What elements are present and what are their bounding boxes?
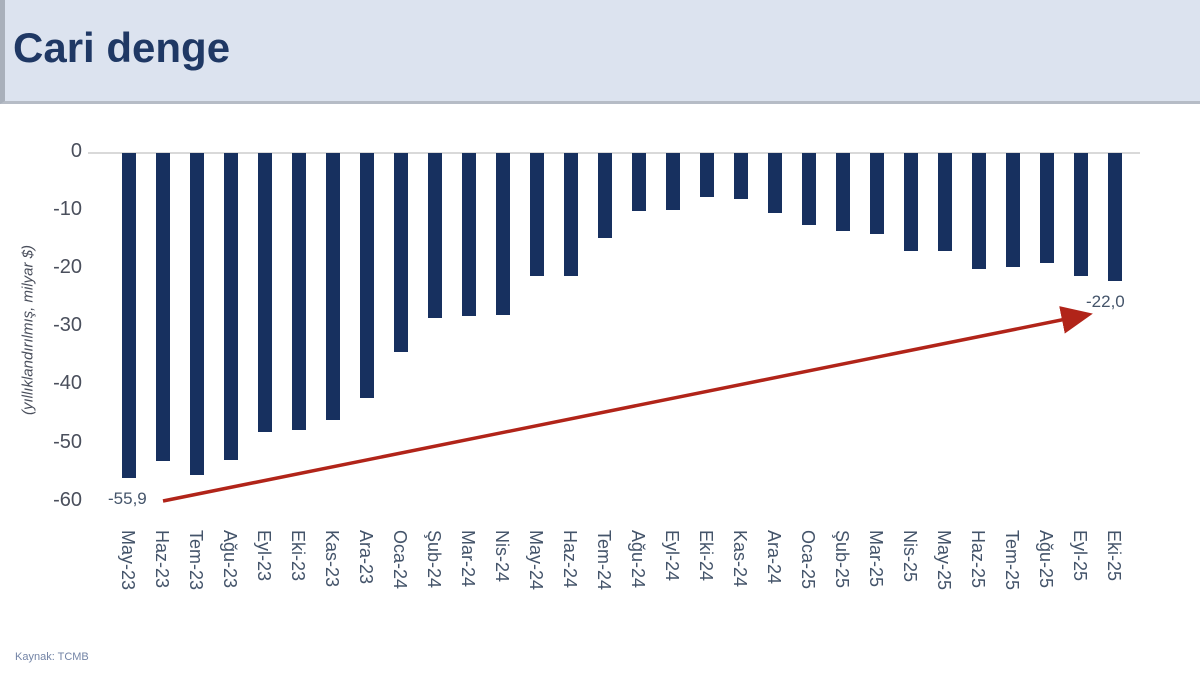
bar-May-25 bbox=[938, 153, 952, 251]
bar-Ağu-23 bbox=[224, 153, 238, 461]
bar-Eki-25 bbox=[1108, 153, 1122, 281]
zero-axis-line bbox=[88, 152, 1140, 154]
bar-Nis-24 bbox=[496, 153, 510, 316]
bar-Tem-23 bbox=[190, 153, 204, 476]
data-label-first: -55,9 bbox=[108, 489, 147, 508]
bar-Eki-23 bbox=[292, 153, 306, 430]
bar-Şub-25 bbox=[836, 153, 850, 231]
bar-Eki-24 bbox=[700, 153, 714, 197]
bar-Oca-25 bbox=[802, 153, 816, 226]
bar-Mar-25 bbox=[870, 153, 884, 234]
y-tick-label: -20 bbox=[53, 256, 82, 279]
bar-Haz-24 bbox=[564, 153, 578, 277]
bar-May-23 bbox=[122, 153, 136, 478]
bar-Mar-24 bbox=[462, 153, 476, 316]
bar-Ara-24 bbox=[768, 153, 782, 214]
bar-Ağu-25 bbox=[1040, 153, 1054, 264]
bar-Haz-25 bbox=[972, 153, 986, 270]
bar-Şub-24 bbox=[428, 153, 442, 318]
y-tick-label: -60 bbox=[53, 488, 82, 511]
bar-Ara-23 bbox=[360, 153, 374, 398]
bar-Ağu-24 bbox=[632, 153, 646, 212]
y-tick-label: -50 bbox=[53, 430, 82, 453]
trend-arrow-line bbox=[162, 306, 1093, 503]
y-tick-label: -30 bbox=[53, 314, 82, 337]
bar-Eyl-25 bbox=[1074, 153, 1088, 277]
page-title: Cari denge bbox=[13, 24, 231, 71]
bar-Tem-25 bbox=[1006, 153, 1020, 268]
bar-Kas-23 bbox=[326, 153, 340, 421]
bar-Nis-25 bbox=[904, 153, 918, 251]
source-note: Kaynak: TCMB bbox=[15, 651, 89, 663]
y-tick-label: 0 bbox=[70, 140, 82, 162]
bar-Eyl-24 bbox=[666, 153, 680, 210]
bar-May-24 bbox=[530, 153, 544, 276]
y-tick-label: -10 bbox=[53, 198, 82, 221]
bar-Eyl-23 bbox=[258, 153, 272, 432]
bar-Haz-23 bbox=[156, 153, 170, 461]
y-tick-label: -40 bbox=[53, 372, 82, 395]
bar-Kas-24 bbox=[734, 153, 748, 199]
data-label-last: -22,0 bbox=[1086, 292, 1125, 311]
slide-header: Cari denge bbox=[0, 0, 1200, 104]
bar-Tem-24 bbox=[598, 153, 612, 239]
bar-Oca-24 bbox=[394, 153, 408, 353]
